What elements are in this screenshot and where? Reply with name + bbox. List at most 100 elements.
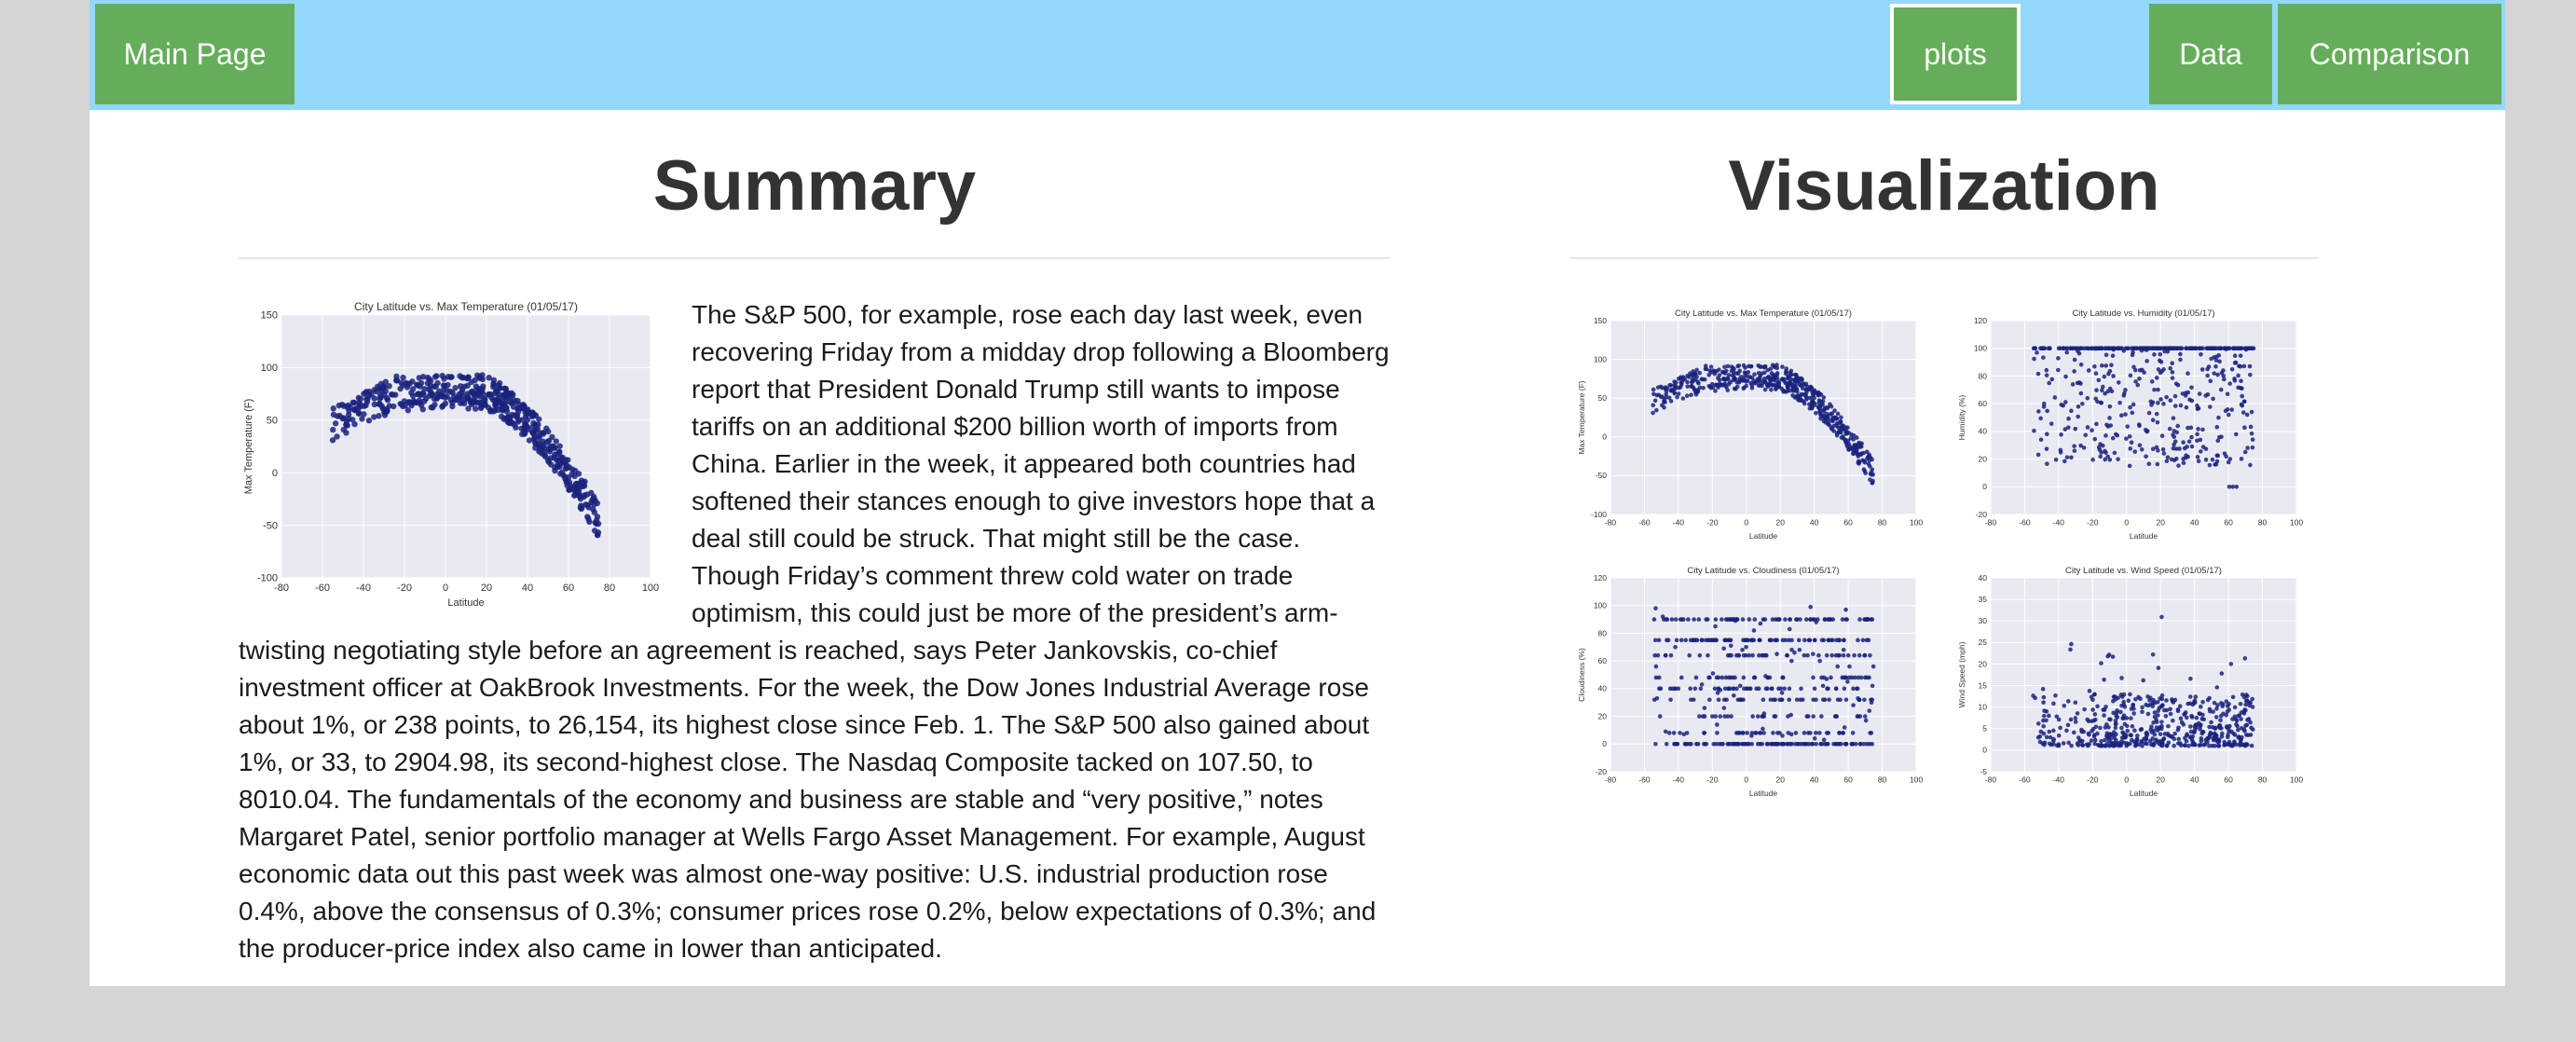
data-point	[1809, 741, 1815, 747]
data-point	[2168, 706, 2172, 712]
data-point	[2156, 665, 2161, 670]
data-point	[2071, 730, 2076, 735]
comparison-button[interactable]: Comparison	[2278, 4, 2501, 104]
data-point	[1737, 683, 1743, 689]
data-point	[1722, 714, 1727, 719]
data-point	[518, 431, 526, 437]
data-point	[1760, 652, 1765, 658]
data-point	[1774, 741, 1780, 747]
data-point	[1861, 741, 1867, 747]
data-point	[580, 483, 586, 490]
data-point	[373, 388, 380, 395]
data-point	[456, 391, 462, 398]
data-point	[1764, 652, 1769, 658]
data-point	[2092, 741, 2098, 747]
data-point	[2150, 418, 2156, 423]
data-point	[1676, 686, 1681, 692]
data-point	[1822, 741, 1827, 747]
data-point	[2190, 739, 2196, 745]
data-point	[1856, 638, 1860, 643]
data-point	[2176, 725, 2181, 731]
data-point	[1811, 389, 1816, 394]
data-point	[2195, 455, 2200, 459]
data-point	[2223, 742, 2227, 747]
data-point	[2087, 689, 2092, 693]
data-button[interactable]: Data	[2149, 4, 2272, 104]
data-point	[374, 383, 381, 391]
data-point	[2199, 352, 2203, 357]
data-point	[2170, 370, 2175, 375]
data-point	[1747, 652, 1752, 658]
data-point	[2228, 662, 2234, 666]
data-point	[1785, 389, 1790, 393]
data-point	[1688, 371, 1692, 377]
data-point	[2185, 346, 2190, 351]
data-point	[1808, 384, 1814, 390]
data-point	[432, 401, 438, 408]
x-tick-label: 80	[2258, 775, 2268, 785]
viz-cloudiness-plot[interactable]: -80 -60 -40 -20 0 20 40 60 80 100 -20 0 20 40 60 80 100 1…	[1575, 563, 1929, 800]
data-point	[2061, 741, 2066, 746]
viz-temperature-plot[interactable]: -80 -60 -40 -20 0 20 40 60 80 100 -100 -50 0 50 100 150…	[1575, 306, 1929, 542]
data-point	[2230, 346, 2236, 351]
data-point	[2068, 647, 2073, 652]
data-point	[2139, 346, 2144, 351]
data-point	[1761, 731, 1766, 735]
data-point	[1777, 697, 1782, 703]
data-point	[2047, 713, 2051, 719]
data-point	[2092, 436, 2098, 442]
data-point	[2123, 388, 2128, 392]
data-point	[2096, 445, 2102, 450]
data-point	[1811, 675, 1816, 680]
data-point	[1774, 371, 1780, 376]
data-point	[2250, 696, 2254, 702]
plots-button[interactable]: plots	[1890, 4, 2021, 104]
summary-temperature-plot[interactable]: -80 -60 -40 -20 0 20 40 60 80 100 -100 -50 0 50 100 150…	[239, 296, 664, 610]
data-point	[1654, 407, 1659, 413]
data-point	[1769, 371, 1774, 376]
data-point	[1828, 412, 1833, 417]
data-point	[1689, 741, 1693, 747]
data-point	[2054, 714, 2060, 720]
data-point	[2172, 393, 2178, 399]
data-point	[2172, 404, 2178, 408]
y-tick-label: 40	[1979, 427, 1988, 436]
data-point	[2144, 736, 2148, 741]
viz-humidity-plot[interactable]: -80 -60 -40 -20 0 20 40 60 80 100 -20 0 20 40 60 80 100 1…	[1955, 306, 2309, 542]
y-tick-label: 0	[1602, 432, 1607, 442]
data-point	[2240, 393, 2245, 399]
data-point	[2249, 431, 2254, 436]
data-point	[473, 391, 479, 398]
data-point	[2137, 423, 2142, 429]
data-point	[1808, 604, 1813, 610]
data-point	[1776, 617, 1781, 622]
y-axis-label: Max Temperature (F)	[243, 399, 254, 495]
y-tick-label: 0	[272, 468, 278, 479]
data-point	[558, 469, 566, 475]
data-point	[1746, 370, 1751, 375]
data-point	[1867, 458, 1872, 463]
data-point	[1748, 363, 1754, 369]
data-point	[2222, 377, 2227, 382]
data-point	[2248, 700, 2253, 706]
x-tick-label: 100	[2290, 518, 2303, 528]
data-point	[1857, 461, 1861, 466]
x-tick-label: 40	[1810, 775, 1819, 785]
data-point	[2241, 694, 2247, 700]
viz-wind-speed-plot[interactable]: -80 -60 -40 -20 0 20 40 60 80 100 -5 0 5 10 15 20 25 30 35…	[1955, 563, 2309, 800]
data-point	[1780, 675, 1786, 680]
data-point	[1668, 697, 1673, 703]
data-point	[1835, 411, 1841, 417]
data-point	[2035, 734, 2041, 740]
data-point	[2117, 742, 2123, 747]
data-point	[2131, 402, 2136, 407]
data-point	[2154, 411, 2159, 417]
data-point	[1817, 658, 1822, 664]
data-point	[509, 391, 515, 398]
data-point	[2175, 423, 2181, 429]
data-point	[2150, 704, 2156, 709]
data-point	[2154, 737, 2158, 743]
data-point	[2203, 446, 2209, 451]
main-page-button[interactable]: Main Page	[95, 4, 295, 104]
data-point	[1749, 638, 1755, 643]
